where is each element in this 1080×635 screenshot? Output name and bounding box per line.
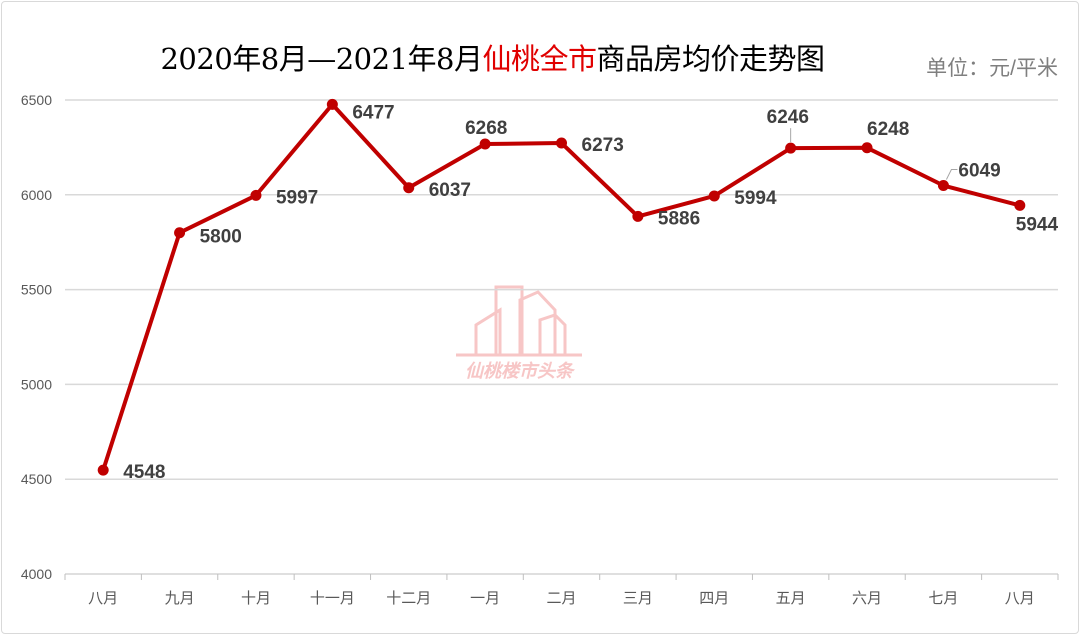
data-label: 4548 — [123, 462, 165, 483]
data-point — [708, 190, 720, 202]
data-label: 6246 — [767, 107, 809, 128]
x-tick-label: 二月 — [546, 590, 576, 607]
data-label: 6268 — [465, 118, 507, 139]
data-point — [1014, 199, 1026, 211]
x-tick-label: 七月 — [928, 590, 958, 607]
x-tick-label: 八月 — [1005, 590, 1035, 607]
data-point — [326, 98, 338, 110]
x-tick-label: 五月 — [776, 590, 806, 607]
series-line — [101, 102, 1021, 471]
x-tick-label: 九月 — [165, 590, 195, 607]
data-point — [479, 138, 491, 150]
watermark-logo — [456, 285, 582, 357]
data-label: 5944 — [1016, 214, 1059, 235]
data-point — [861, 142, 873, 154]
y-tick-label: 4500 — [21, 471, 52, 487]
data-point — [174, 227, 186, 239]
x-tick-label: 六月 — [852, 590, 882, 607]
unit-label: 单位：元/平米 — [926, 57, 1058, 80]
data-label: 5997 — [276, 187, 318, 208]
data-point — [785, 142, 797, 154]
y-tick-label: 6500 — [21, 92, 52, 108]
x-tick-label: 八月 — [88, 590, 118, 607]
leader-line — [945, 169, 958, 180]
data-label: 6049 — [958, 161, 1000, 182]
data-label: 6477 — [352, 102, 394, 123]
title-highlight: 仙桃全市 — [482, 42, 597, 76]
x-tick-label: 十月 — [241, 590, 271, 607]
data-point — [632, 210, 644, 222]
chart-title: 2020年8月—2021年8月仙桃全市商品房均价走势图 — [0, 36, 985, 78]
data-label: 6037 — [429, 180, 471, 201]
y-tick-label: 5500 — [21, 282, 52, 298]
x-tick-label: 四月 — [699, 590, 729, 607]
x-tick-label: 十二月 — [386, 590, 431, 607]
data-label: 5994 — [734, 188, 777, 209]
title-part2: 商品房均价走势图 — [596, 42, 826, 76]
y-tick-label: 6000 — [21, 187, 52, 203]
data-label: 6248 — [867, 119, 909, 140]
title-part1: 2020年8月—2021年8月 — [160, 42, 483, 76]
data-label: 5886 — [658, 208, 700, 229]
data-label: 5800 — [200, 227, 242, 248]
data-label: 6273 — [582, 135, 624, 156]
watermark-text: 仙桃楼市头条 — [465, 361, 576, 381]
data-point — [97, 464, 109, 476]
y-tick-label: 4000 — [21, 566, 52, 582]
data-point — [250, 189, 262, 201]
x-tick-label: 一月 — [470, 590, 500, 607]
x-tick-label: 三月 — [623, 590, 653, 607]
data-point — [556, 137, 567, 149]
data-point — [937, 180, 949, 192]
y-tick-label: 5000 — [21, 376, 52, 392]
x-tick-label: 十一月 — [310, 590, 355, 607]
data-point — [403, 182, 415, 194]
